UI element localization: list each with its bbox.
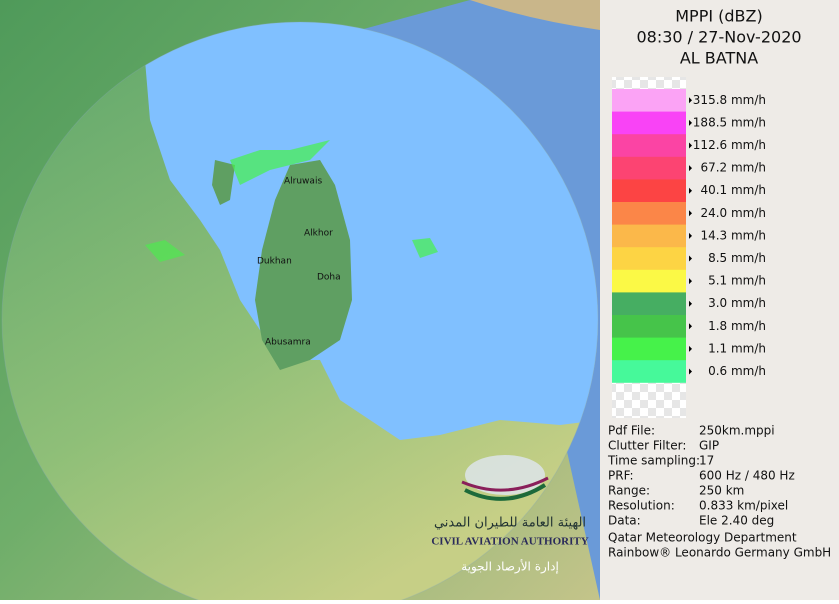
legend-label: 24.0 mm/h — [700, 206, 766, 220]
rain — [230, 140, 330, 185]
legend-pad — [612, 77, 686, 89]
legend-swatch — [612, 269, 686, 293]
credit: Qatar Meteorology Department — [608, 531, 797, 545]
place-labels: Alruwais Alkhor Dukhan Doha Abusamra — [257, 177, 341, 348]
legend: 315.8 mm/h 188.5 mm/h 112.6 mm/h 67.2 mm/h 4… — [612, 89, 766, 418]
info-value: 0.833 km/pixel — [699, 499, 788, 513]
legend-swatch — [612, 156, 686, 180]
info-value: 600 Hz / 480 Hz — [699, 469, 795, 483]
place-label: Doha — [317, 273, 341, 283]
legend-swatch — [612, 337, 686, 361]
legend-tick — [689, 345, 692, 352]
legend-swatch — [612, 111, 686, 135]
info-value: 17 — [699, 454, 714, 468]
legend-tick — [689, 278, 692, 285]
info-key: Resolution: — [608, 499, 675, 513]
legend-tick — [689, 232, 692, 239]
header-line: AL BATNA — [680, 49, 758, 68]
info-value: GIP — [699, 439, 719, 453]
info-value: 250 km — [699, 484, 744, 498]
legend-tick — [689, 142, 692, 149]
legend-swatch — [612, 179, 686, 203]
info-key: Time sampling: — [607, 454, 700, 468]
legend-swatch — [612, 89, 686, 113]
radar-area — [2, 22, 598, 600]
legend-label: 14.3 mm/h — [700, 228, 766, 242]
sea-in — [140, 22, 598, 440]
info-key: Range: — [608, 484, 650, 498]
header-line: MPPI (dBZ) — [675, 7, 762, 26]
legend-tick — [689, 255, 692, 262]
legend-swatch — [612, 315, 686, 339]
legend-tick — [689, 97, 692, 104]
legend-swatch — [612, 292, 686, 316]
legend-swatch — [612, 247, 686, 271]
info-value: Ele 2.40 deg — [699, 514, 774, 528]
legend-tick — [689, 210, 692, 217]
legend-tick — [689, 119, 692, 126]
place-label: Alruwais — [284, 177, 322, 187]
legend-label: 5.1 mm/h — [708, 274, 766, 288]
header-line: 08:30 / 27-Nov-2020 — [636, 28, 801, 47]
peninsula — [255, 160, 352, 370]
legend-label: 40.1 mm/h — [700, 183, 766, 197]
legend-tick — [689, 187, 692, 194]
info-key: PRF: — [608, 469, 634, 483]
legend-tick — [689, 165, 692, 172]
legend-swatch — [612, 202, 686, 226]
legend-label: 112.6 mm/h — [693, 138, 766, 152]
rain — [145, 240, 185, 262]
info-key: Data: — [608, 514, 641, 528]
logo-english: CIVIL AVIATION AUTHORITY — [431, 536, 588, 548]
island — [212, 160, 235, 205]
info-key: Clutter Filter: — [608, 439, 686, 453]
info-value: 250km.mppi — [699, 424, 775, 438]
legend-pad — [612, 382, 686, 418]
legend-label: 1.1 mm/h — [708, 341, 766, 355]
legend-label: 1.8 mm/h — [708, 319, 766, 333]
place-label: Alkhor — [304, 229, 333, 239]
legend-swatch — [612, 134, 686, 158]
radar-range — [1, 21, 599, 604]
legend-tick — [689, 300, 692, 307]
logo-sub: إدارة الأرصاد الجوية — [461, 559, 559, 575]
logo-arabic: الهيئة العامة للطيران المدني — [434, 516, 586, 531]
legend-label: 315.8 mm/h — [693, 93, 766, 107]
coast — [470, 0, 600, 30]
rain — [412, 238, 438, 258]
header: MPPI (dBZ) 08:30 / 27-Nov-2020 AL BATNA — [636, 7, 801, 68]
credit: Rainbow® Leonardo Germany GmbH — [608, 546, 831, 560]
place-label: Abusamra — [265, 338, 311, 348]
legend-swatch — [612, 360, 686, 384]
info-key: Pdf File: — [608, 424, 655, 438]
legend-tick — [689, 323, 692, 330]
legend-label: 67.2 mm/h — [700, 161, 766, 175]
info: Pdf File: 250km.mppi Clutter Filter: GIPTim… — [607, 424, 831, 560]
legend-label: 3.0 mm/h — [708, 296, 766, 310]
legend-label: 8.5 mm/h — [708, 251, 766, 265]
legend-swatch — [612, 224, 686, 248]
legend-label: 0.6 mm/h — [708, 364, 766, 378]
legend-tick — [689, 368, 692, 375]
logo: الهيئة العامة للطيران المدني CIVIL AVIAT… — [431, 455, 589, 575]
legend-label: 188.5 mm/h — [693, 115, 766, 129]
place-label: Dukhan — [257, 257, 292, 267]
